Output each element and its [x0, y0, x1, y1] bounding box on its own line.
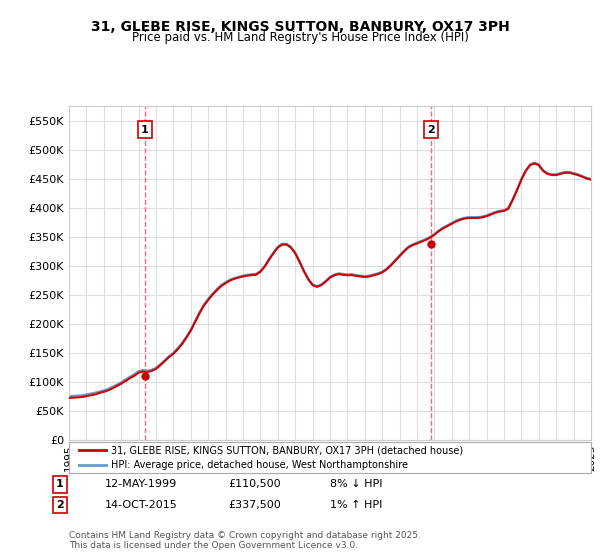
Text: 1: 1	[56, 479, 64, 489]
Text: 31, GLEBE RISE, KINGS SUTTON, BANBURY, OX17 3PH (detached house): 31, GLEBE RISE, KINGS SUTTON, BANBURY, O…	[111, 445, 463, 455]
Text: 1: 1	[141, 125, 149, 135]
Text: 31, GLEBE RISE, KINGS SUTTON, BANBURY, OX17 3PH: 31, GLEBE RISE, KINGS SUTTON, BANBURY, O…	[91, 20, 509, 34]
Text: Contains HM Land Registry data © Crown copyright and database right 2025.
This d: Contains HM Land Registry data © Crown c…	[69, 530, 421, 550]
Text: 1% ↑ HPI: 1% ↑ HPI	[330, 500, 382, 510]
Text: £110,500: £110,500	[228, 479, 281, 489]
Text: 8% ↓ HPI: 8% ↓ HPI	[330, 479, 383, 489]
Text: 12-MAY-1999: 12-MAY-1999	[105, 479, 177, 489]
Text: £337,500: £337,500	[228, 500, 281, 510]
Text: 2: 2	[427, 125, 434, 135]
Text: 2: 2	[56, 500, 64, 510]
Text: Price paid vs. HM Land Registry's House Price Index (HPI): Price paid vs. HM Land Registry's House …	[131, 31, 469, 44]
Text: 14-OCT-2015: 14-OCT-2015	[105, 500, 178, 510]
Text: HPI: Average price, detached house, West Northamptonshire: HPI: Average price, detached house, West…	[111, 460, 408, 470]
